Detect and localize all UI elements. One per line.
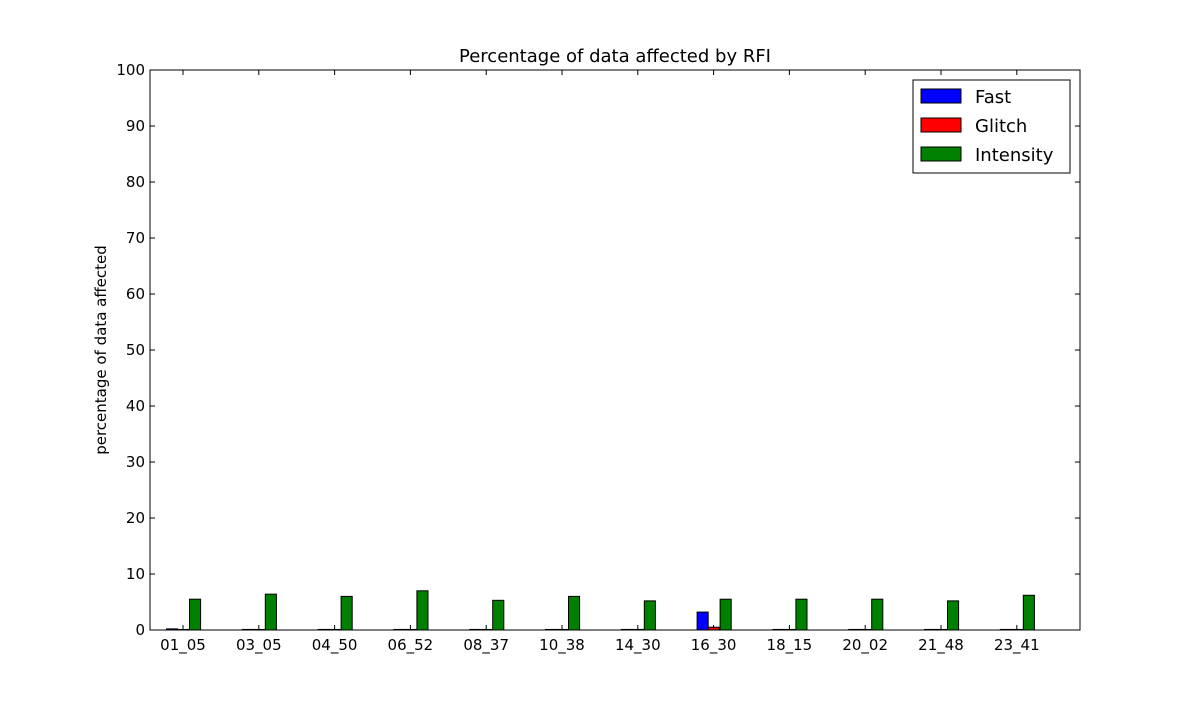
bar-intensity-01_05 xyxy=(189,598,202,631)
y-tick-label: 90 xyxy=(126,117,145,135)
x-tick-label: 23_41 xyxy=(994,636,1040,655)
y-tick-label: 70 xyxy=(126,229,145,247)
legend-label-intensity: Intensity xyxy=(975,145,1054,166)
bar-intensity-10_38 xyxy=(568,595,581,631)
bar-intensity-23_41 xyxy=(1022,594,1035,631)
plot-area-frame xyxy=(149,69,1081,631)
legend-label-glitch: Glitch xyxy=(975,116,1027,137)
x-tick-label: 03_05 xyxy=(236,636,282,655)
bar-intensity-08_37 xyxy=(492,599,505,631)
bar-fast-16_30 xyxy=(696,611,709,631)
bar-intensity-04_50 xyxy=(340,595,353,631)
x-tick-label: 08_37 xyxy=(463,636,509,655)
x-tick-label: 06_52 xyxy=(388,636,434,655)
x-tick-label: 21_48 xyxy=(918,636,964,655)
legend-swatch-intensity xyxy=(920,146,962,162)
bar-intensity-21_48 xyxy=(947,600,960,631)
legend: Fast Glitch Intensity xyxy=(912,79,1071,174)
y-tick-label: 50 xyxy=(126,341,145,359)
bar-intensity-20_02 xyxy=(871,598,884,631)
y-tick-label: 30 xyxy=(126,453,145,471)
y-tick-label: 80 xyxy=(126,173,145,191)
legend-swatch-fast xyxy=(920,88,962,104)
y-tick-label: 60 xyxy=(126,285,145,303)
x-tick-label: 04_50 xyxy=(312,636,358,655)
chart-title: Percentage of data affected by RFI xyxy=(459,46,771,67)
bar-intensity-03_05 xyxy=(264,593,277,631)
y-tick-label: 0 xyxy=(135,621,145,639)
x-tick-label: 10_38 xyxy=(539,636,585,655)
tick-labels-layer: 01_05 03_05 04_50 06_52 08_37 10_38 14_30 16_30… xyxy=(116,61,1039,655)
y-tick-label: 10 xyxy=(126,565,145,583)
y-tick-label: 40 xyxy=(126,397,145,415)
x-tick-label: 20_02 xyxy=(842,636,888,655)
x-tick-label: 01_05 xyxy=(160,636,206,655)
x-tick-label: 16_30 xyxy=(691,636,737,655)
legend-swatch-glitch xyxy=(920,117,962,133)
x-tick-label: 14_30 xyxy=(615,636,661,655)
bar-intensity-06_52 xyxy=(416,590,429,631)
legend-label-fast: Fast xyxy=(975,87,1011,108)
bar-intensity-14_30 xyxy=(643,600,656,631)
bar-intensity-18_15 xyxy=(795,598,808,631)
bar-intensity-16_30 xyxy=(719,598,732,631)
y-tick-label: 20 xyxy=(126,509,145,527)
y-tick-label: 100 xyxy=(116,61,145,79)
y-axis-label: percentage of data affected xyxy=(92,245,110,455)
x-tick-label: 18_15 xyxy=(767,636,813,655)
